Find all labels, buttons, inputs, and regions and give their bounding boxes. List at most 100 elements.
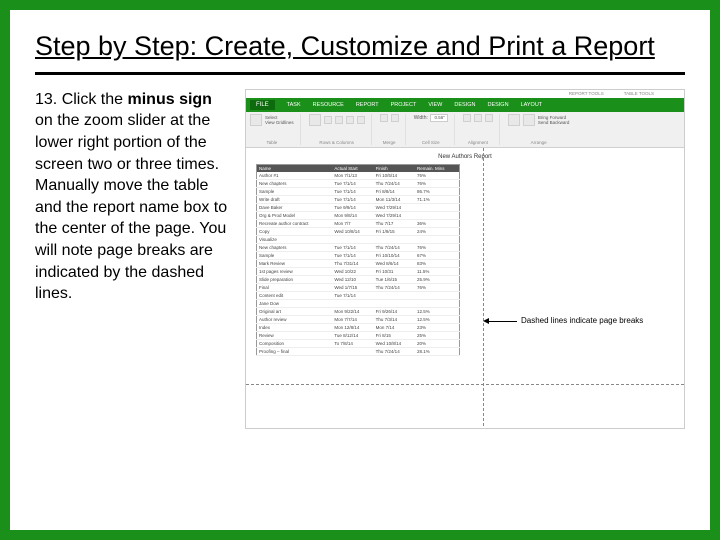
tab-design2[interactable]: DESIGN: [487, 102, 508, 108]
bring-fwd-icon[interactable]: [508, 114, 520, 126]
width-label: Width:: [414, 115, 428, 121]
align-icon[interactable]: [474, 114, 482, 122]
align-icon[interactable]: [463, 114, 471, 122]
table-row: Original artMon 9/22/14Fri 9/26/1412.5%: [257, 307, 460, 315]
table-cell: Tue 7/1/14: [332, 195, 373, 203]
table-header: Remain. Mins: [415, 164, 460, 172]
send-back-icon[interactable]: [523, 114, 535, 126]
table-cell: Recreate author contract: [257, 219, 333, 227]
table-cell: [374, 235, 415, 243]
step-pre: Click the: [57, 91, 127, 108]
delete-icon[interactable]: [309, 114, 321, 126]
table-cell: To 7/8/14: [332, 339, 373, 347]
table-cell: Visualize: [257, 235, 333, 243]
table-cell: Tue 7/1/14: [332, 243, 373, 251]
merge-icon[interactable]: [380, 114, 388, 122]
insert-icon[interactable]: [324, 116, 332, 124]
table-cell: Thu 7/3/14: [374, 315, 415, 323]
tab-resource[interactable]: RESOURCE: [313, 102, 344, 108]
app-window: REPORT TOOLS TABLE TOOLS FILE TASK RESOU…: [245, 89, 685, 429]
table-cell: [332, 235, 373, 243]
table-cell: 76%: [415, 172, 460, 180]
file-tab[interactable]: FILE: [250, 100, 275, 110]
tab-task[interactable]: TASK: [287, 102, 301, 108]
table-row: Visualize: [257, 235, 460, 243]
insert-icon[interactable]: [357, 116, 365, 124]
table-cell: [415, 203, 460, 211]
table-row: Proofing – finalThu 7/24/1428.1%: [257, 347, 460, 355]
merge-icon[interactable]: [391, 114, 399, 122]
tab-view[interactable]: VIEW: [428, 102, 442, 108]
table-cell: Mon 9/8/14: [332, 211, 373, 219]
table-cell: [374, 299, 415, 307]
table-cell: [415, 235, 460, 243]
table-row: Org & Prod ModelMon 9/8/14Wed 7/29/14: [257, 211, 460, 219]
table-row: New chaptersTue 7/1/14Thu 7/24/1476%: [257, 179, 460, 187]
table-cell: Fri 1/9/15: [374, 227, 415, 235]
table-cell: Fri 8/8/14: [374, 187, 415, 195]
ribbon-group-table: Select View Gridlines Table: [250, 114, 301, 145]
ribbon-item[interactable]: Send Backward: [538, 120, 570, 125]
table-row: CompositionTo 7/8/14Wed 10/8/1420%: [257, 339, 460, 347]
table-row: Dave BakerTue 9/9/14Wed 7/29/14: [257, 203, 460, 211]
table-row: Recreate author contractMon 7/7Thu 7/173…: [257, 219, 460, 227]
table-cell: [332, 347, 373, 355]
table-cell: Slide preparation: [257, 275, 333, 283]
table-cell: Thu 7/24/14: [374, 243, 415, 251]
table-cell: 1st pages review: [257, 267, 333, 275]
group-label: Rows & Columns: [309, 140, 365, 145]
width-input[interactable]: 0.56": [430, 114, 448, 122]
table-cell: 86.7%: [415, 187, 460, 195]
table-cell: Thu 7/17: [374, 219, 415, 227]
table-cell: Write draft: [257, 195, 333, 203]
table-row: Content editTue 7/1/14: [257, 291, 460, 299]
tab-layout[interactable]: LAYOUT: [521, 102, 543, 108]
table-cell: Mon 12/8/14: [332, 323, 373, 331]
align-icon[interactable]: [485, 114, 493, 122]
table-cell: Wed 7/29/14: [374, 211, 415, 219]
super-tab: REPORT TOOLS: [569, 91, 604, 96]
group-label: Alignment: [463, 140, 493, 145]
table-cell: Thu 7/24/14: [374, 283, 415, 291]
tab-project[interactable]: PROJECT: [391, 102, 417, 108]
table-cell: Dave Baker: [257, 203, 333, 211]
table-cell: Tue 7/1/14: [332, 179, 373, 187]
table-row: IndexMon 12/8/14Mon 7/1423%: [257, 323, 460, 331]
callout-line: [489, 321, 517, 322]
ribbon-group-cellsize: Width: 0.56" Cell Size: [414, 114, 455, 145]
tab-report[interactable]: REPORT: [356, 102, 379, 108]
table-row: FinalWed 1/7/15Thu 7/24/1476%: [257, 283, 460, 291]
table-cell: Index: [257, 323, 333, 331]
insert-icon[interactable]: [346, 116, 354, 124]
table-cell: Mon 7/7/14: [332, 315, 373, 323]
group-label: Arrange: [508, 140, 570, 145]
ribbon-item[interactable]: View Gridlines: [265, 120, 294, 125]
table-cell: Mon 7/7: [332, 219, 373, 227]
table-cell: Content edit: [257, 291, 333, 299]
table-header: Actual Start: [332, 164, 373, 172]
title-divider: [35, 72, 685, 75]
instruction-text: 13. Click the minus sign on the zoom sli…: [35, 89, 230, 429]
super-tab: TABLE TOOLS: [624, 91, 654, 96]
table-cell: 12.5%: [415, 315, 460, 323]
table-cell: Wed 8/6/14: [374, 259, 415, 267]
table-cell: 11.5%: [415, 267, 460, 275]
table-cell: Proofing – final: [257, 347, 333, 355]
tab-design1[interactable]: DESIGN: [454, 102, 475, 108]
group-label: Cell Size: [414, 140, 448, 145]
table-cell: Copy: [257, 227, 333, 235]
table-cell: Jane Dow: [257, 299, 333, 307]
table-header: Finish: [374, 164, 415, 172]
page-break-vertical: [483, 148, 484, 429]
table-header: Name: [257, 164, 333, 172]
table-cell: 24%: [415, 227, 460, 235]
table-row: Slide preparationWed 12/10Tue 1/6/1525.9…: [257, 275, 460, 283]
select-icon[interactable]: [250, 114, 262, 126]
table-cell: 76%: [415, 179, 460, 187]
table-cell: Thu 7/31/14: [332, 259, 373, 267]
table-cell: Thu 7/24/14: [374, 179, 415, 187]
table-cell: Wed 7/29/14: [374, 203, 415, 211]
table-cell: Author #1: [257, 172, 333, 180]
table-cell: Sample: [257, 187, 333, 195]
insert-icon[interactable]: [335, 116, 343, 124]
